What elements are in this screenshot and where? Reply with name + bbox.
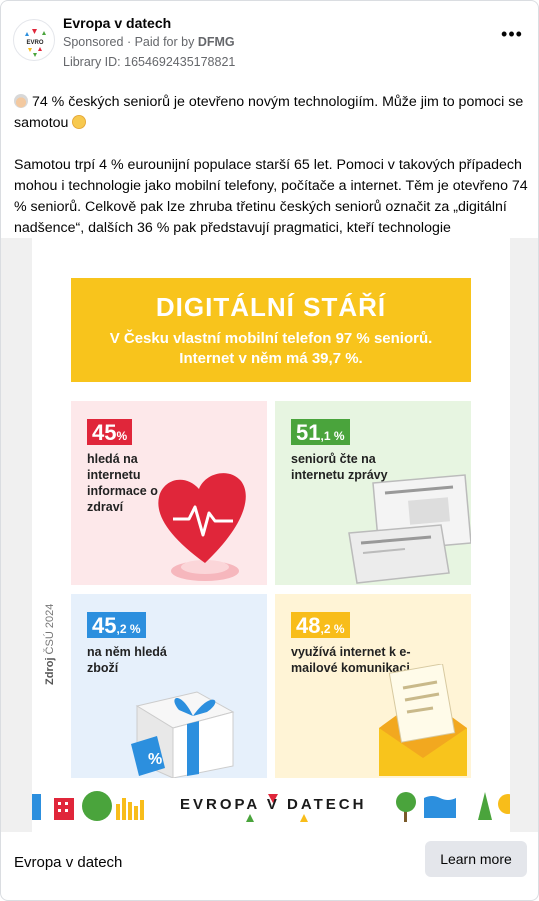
evropa-logo-icon: EVRO (25, 29, 46, 57)
post-header: EVRO Evropa v datech Sponsored · Paid fo… (13, 15, 526, 71)
stat-label: hledá na internetu informace o zdraví (87, 452, 158, 514)
ad-image[interactable]: DIGITÁLNÍ STÁŘÍ V Česku vlastní mobilní … (1, 238, 538, 832)
stat-value: 45 (92, 420, 117, 445)
stat-badge: 45% (87, 419, 133, 445)
brand-strip: EVROPA V DATECH (32, 786, 518, 826)
infographic: DIGITÁLNÍ STÁŘÍ V Česku vlastní mobilní … (32, 238, 518, 832)
poster-subtitle: V Česku vlastní mobilní telefon 97 % sen… (109, 330, 433, 367)
stat-badge: 51,1 % (291, 419, 350, 445)
source-note: Zdroj ČSÚ 2024 (44, 604, 56, 685)
stat-label: využívá internet k e-mailové komunikaci (291, 645, 411, 675)
svg-text:%: % (148, 751, 162, 768)
stat-badge: 45,2 % (87, 612, 146, 638)
stat-tile-news: 51,1 % seniorů čte na internetu zprávy (275, 401, 471, 585)
stat-value: 51 (296, 420, 321, 445)
heart-icon (158, 473, 246, 581)
newspaper-icon (348, 474, 471, 584)
more-options-icon[interactable]: ••• (501, 24, 523, 44)
stat-badge: 48,2 % (291, 612, 350, 638)
source-text: ČSÚ 2024 (44, 603, 56, 655)
sponsored-line: Sponsored · Paid for by DFMG (63, 35, 235, 49)
post-paragraph-2: Samotou trpí 4 % eurounijní populace sta… (14, 157, 528, 257)
stat-tile-email: 48,2 % využívá internet k e-mailové komu… (275, 594, 471, 778)
stat-unit: ,2 % (320, 622, 345, 636)
post-text: 74 % českých seniorů je otevřeno novým t… (14, 92, 529, 260)
poster-banner: DIGITÁLNÍ STÁŘÍ V Česku vlastní mobilní … (71, 278, 471, 382)
source-prefix: Zdroj (44, 657, 56, 686)
footer-title[interactable]: Evropa v datech (14, 854, 123, 871)
paid-for-prefix: Paid for by (134, 35, 195, 49)
page-name[interactable]: Evropa v datech (63, 15, 172, 31)
stat-label: seniorů čte na internetu zprávy (291, 452, 388, 482)
older-person-emoji-icon (14, 94, 28, 108)
stat-value: 48 (296, 613, 321, 638)
stat-unit: ,1 % (320, 429, 345, 443)
gift-box-icon: % (131, 691, 235, 778)
ad-footer: Evropa v datech Learn more (1, 832, 538, 900)
stat-value: 45 (92, 613, 117, 638)
stat-tile-shopping: 45,2 % na něm hledá zboží % (71, 594, 267, 778)
post-paragraph-1: 74 % českých seniorů je otevřeno novým t… (14, 92, 529, 134)
brand-wordmark: EVROPA V DATECH (180, 796, 367, 813)
learn-more-button[interactable]: Learn more (425, 841, 527, 877)
post-line-1: 74 % českých seniorů je otevřeno novým t… (14, 94, 524, 131)
stat-label: na něm hledá zboží (87, 645, 167, 675)
stat-unit: ,2 % (116, 622, 141, 636)
sponsored-label: Sponsored (63, 35, 124, 49)
paid-for-by: DFMG (197, 35, 235, 49)
poster-title: DIGITÁLNÍ STÁŘÍ (155, 292, 387, 322)
stat-unit: % (116, 429, 128, 443)
sad-face-emoji-icon (72, 115, 87, 129)
svg-text:EVRO: EVRO (26, 40, 43, 46)
dot-separator: · (126, 35, 135, 49)
envelope-icon (379, 664, 467, 776)
library-id: Library ID: 1654692435178821 (63, 55, 236, 69)
stat-tile-health: 45% hledá na internetu informace o zdrav… (71, 401, 267, 585)
avatar[interactable]: EVRO (13, 19, 55, 61)
